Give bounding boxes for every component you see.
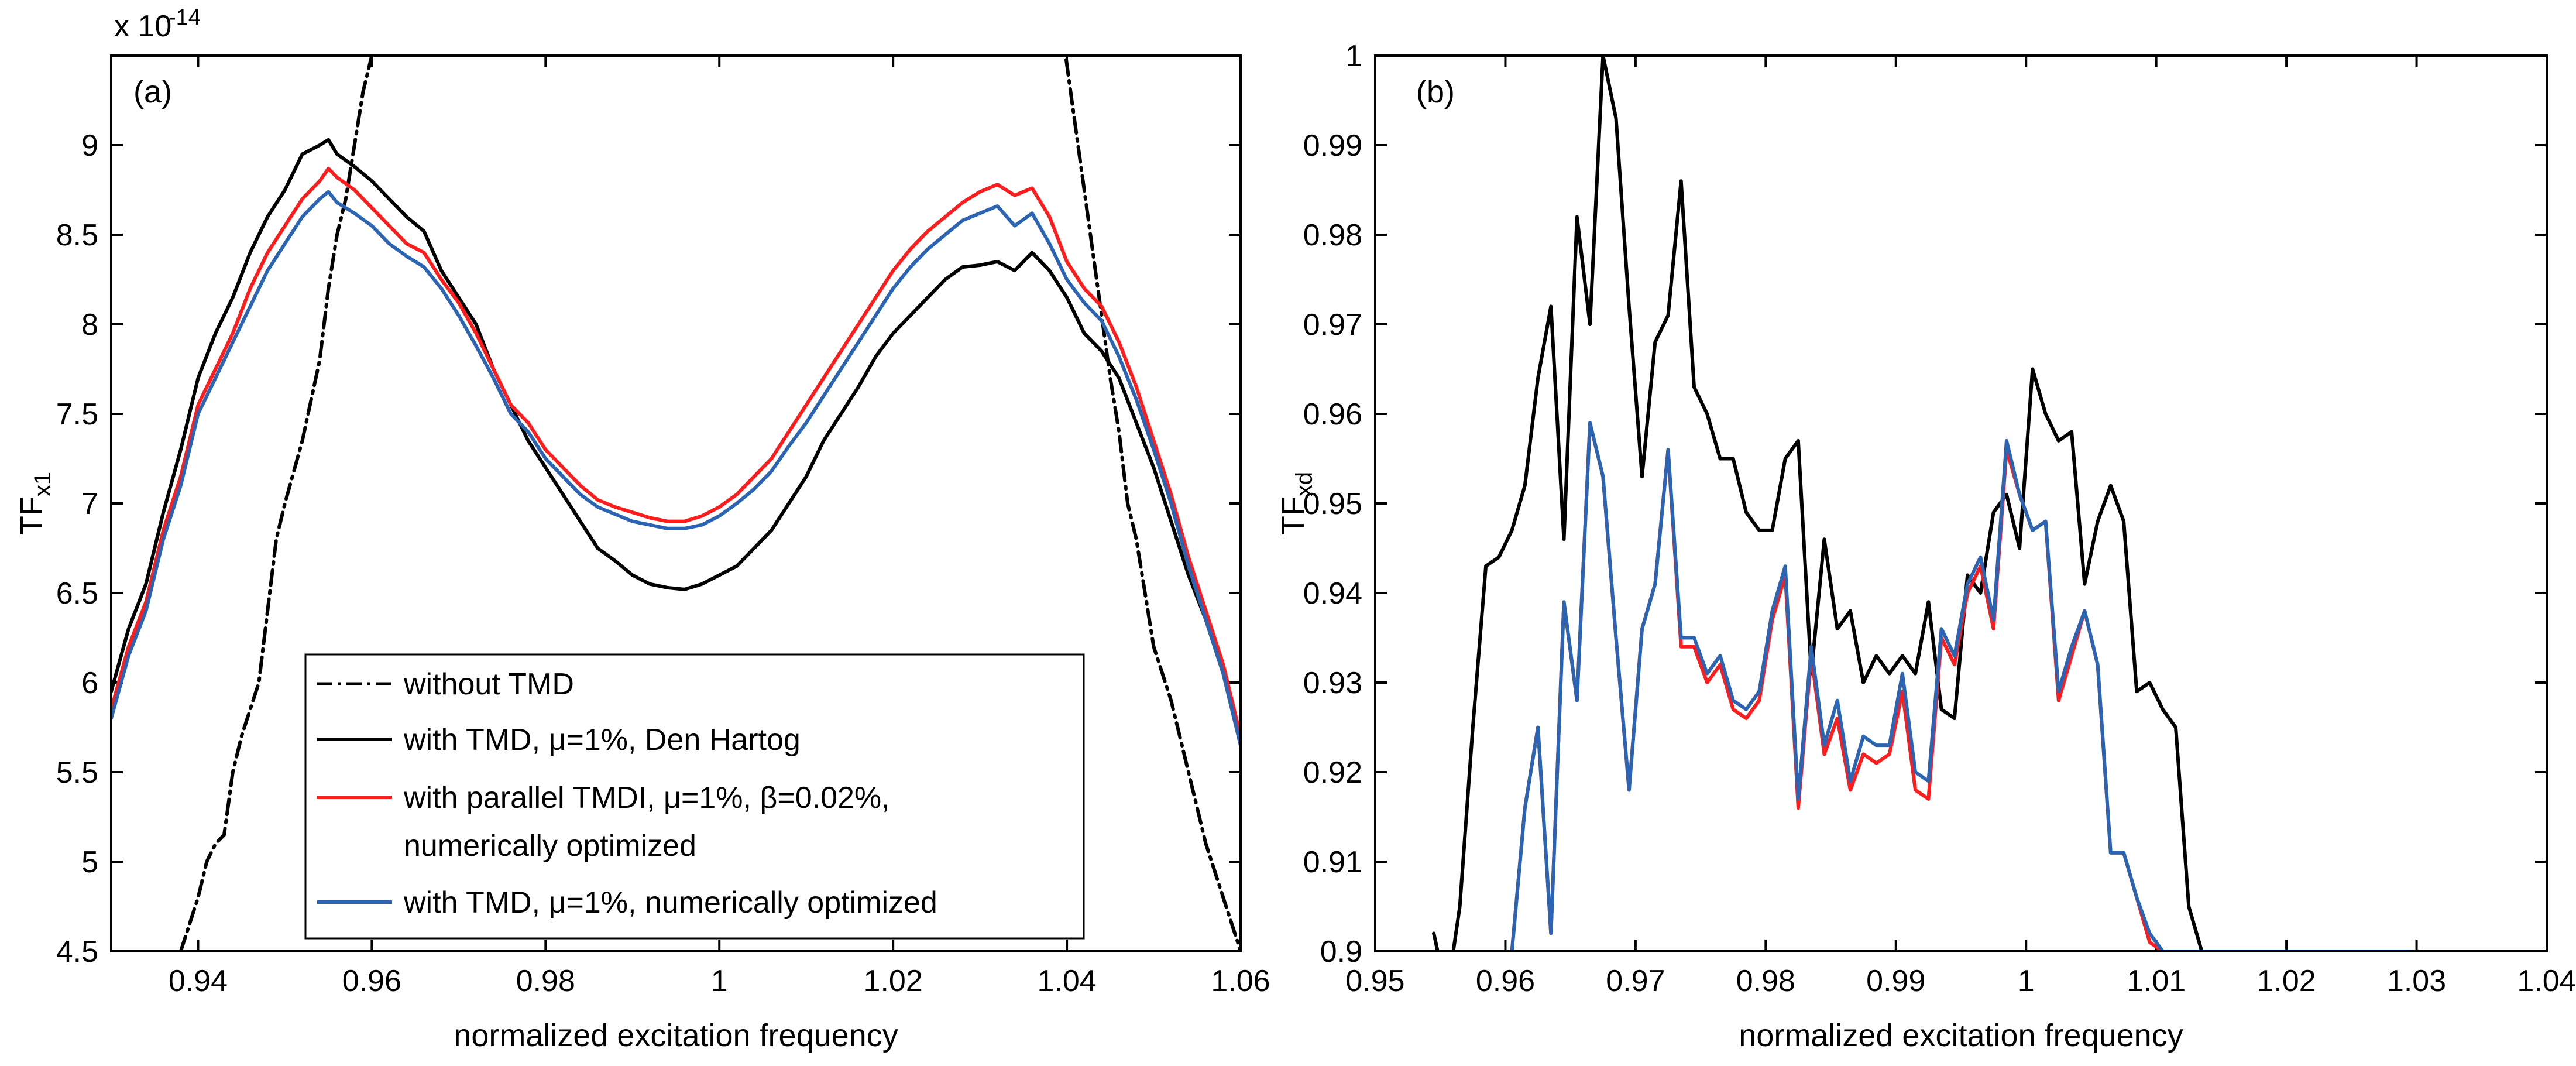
legend-box (304, 653, 1085, 940)
exponent-label-power: -14 (169, 5, 201, 30)
panel-b-ylabel: TFxd (1276, 472, 1317, 535)
series-line-a-4 (111, 190, 1241, 748)
x-tick-label: 1.03 (2387, 964, 2446, 998)
y-tick-label: 0.91 (1303, 845, 1362, 879)
x-tick-label: 1 (2018, 964, 2035, 998)
x-tick-label: 0.95 (1345, 964, 1404, 998)
x-tick-label: 0.96 (1476, 964, 1535, 998)
y-tick-label: 7.5 (56, 397, 98, 431)
y-tick-label: 0.93 (1303, 666, 1362, 700)
panel-a-label: (a) (133, 74, 172, 109)
panel-a-ylabel: TFx1 (14, 472, 56, 535)
panel-b-xlabel: normalized excitation frequency (1739, 1018, 2183, 1053)
y-tick-label: 0.98 (1303, 218, 1362, 252)
series-line-b-2 (1510, 421, 2412, 951)
y-tick-label: 0.94 (1303, 577, 1362, 611)
y-tick-label: 7 (81, 487, 98, 521)
panel-b-series (1432, 56, 2425, 951)
y-tick-label: 0.95 (1303, 487, 1362, 521)
panel-a-series (111, 56, 1241, 951)
x-tick-label: 1.02 (2257, 964, 2316, 998)
y-tick-label: 0.99 (1303, 129, 1362, 163)
y-tick-label: 9 (81, 129, 98, 163)
panel-a-ylabel-main: TF (14, 496, 49, 535)
svg-text:TFx1: TFx1 (14, 472, 56, 535)
panel-a: x 10 -14 0.94 0.96 0.98 1 1.02 1.04 1.06 4.5 5 5.… (14, 5, 1270, 1053)
y-tick-label: 5 (81, 845, 98, 879)
panel-a-axes-frame (110, 54, 1242, 952)
series-line-b-1 (1510, 421, 2412, 951)
y-tick-label: 0.97 (1303, 308, 1362, 342)
x-tick-label: 0.99 (1866, 964, 1925, 998)
y-tick-label: 8 (81, 308, 98, 342)
x-tick-label: 0.98 (1736, 964, 1795, 998)
legend-label-without-tmd: without TMD (403, 667, 574, 701)
x-tick-label: 0.96 (342, 964, 401, 998)
y-tick-label: 1 (1345, 39, 1362, 73)
panel-b: 0.95 0.96 0.97 0.98 0.99 1 1.01 1.02 1.03 1.04 0.9… (1276, 39, 2576, 1053)
panel-b-ylabel-main: TF (1276, 496, 1311, 535)
panel-a-xlabel: normalized excitation frequency (454, 1018, 898, 1053)
legend-label-tmd-optimized: with TMD, μ=1%, numerically optimized (403, 886, 937, 920)
series-line-a-3 (111, 166, 1241, 738)
y-tick-label: 6 (81, 666, 98, 700)
y-tick-label: 4.5 (56, 935, 98, 969)
x-tick-label: 1.04 (2517, 964, 2576, 998)
legend: without TMD with TMD, μ=1%, Den Hartog w… (304, 653, 1085, 940)
x-tick-label: 0.94 (169, 964, 228, 998)
y-tick-label: 0.96 (1303, 397, 1362, 431)
y-tick-label: 5.5 (56, 756, 98, 790)
panel-b-label: (b) (1416, 74, 1455, 109)
legend-label-parallel-tmdi-line1: with parallel TMDI, μ=1%, β=0.02%, (403, 781, 890, 815)
panel-a-ylabel-sub: x1 (30, 472, 56, 496)
y-tick-label: 0.9 (1320, 935, 1362, 969)
series-line-b-0 (1432, 56, 2425, 951)
x-tick-label: 1.02 (864, 964, 923, 998)
legend-label-den-hartog: with TMD, μ=1%, Den Hartog (403, 723, 801, 757)
svg-text:TFxd: TFxd (1276, 472, 1317, 535)
y-tick-label: 6.5 (56, 577, 98, 611)
x-tick-label: 1.01 (2127, 964, 2186, 998)
y-tick-label: 0.92 (1303, 756, 1362, 790)
panel-b-ylabel-sub: xd (1292, 472, 1317, 496)
x-tick-label: 1.06 (1211, 964, 1270, 998)
panel-a-ticks: 0.94 0.96 0.98 1 1.02 1.04 1.06 4.5 5 5.5 6 6.5 7 7.5… (56, 56, 1270, 998)
x-tick-label: 1 (711, 964, 728, 998)
y-tick-label: 8.5 (56, 218, 98, 252)
series-line-a-1 (1063, 56, 1241, 951)
exponent-label-base: x 10 (114, 9, 171, 43)
panel-b-ticks: 0.95 0.96 0.97 0.98 0.99 1 1.01 1.02 1.03 1.04 0.9… (1303, 39, 2576, 998)
x-tick-label: 1.04 (1037, 964, 1096, 998)
legend-label-parallel-tmdi-line2: numerically optimized (404, 829, 696, 863)
panel-b-axes-frame (1374, 54, 2548, 952)
x-tick-label: 0.98 (516, 964, 575, 998)
series-line-a-2 (111, 138, 1241, 748)
x-tick-label: 0.97 (1606, 964, 1665, 998)
